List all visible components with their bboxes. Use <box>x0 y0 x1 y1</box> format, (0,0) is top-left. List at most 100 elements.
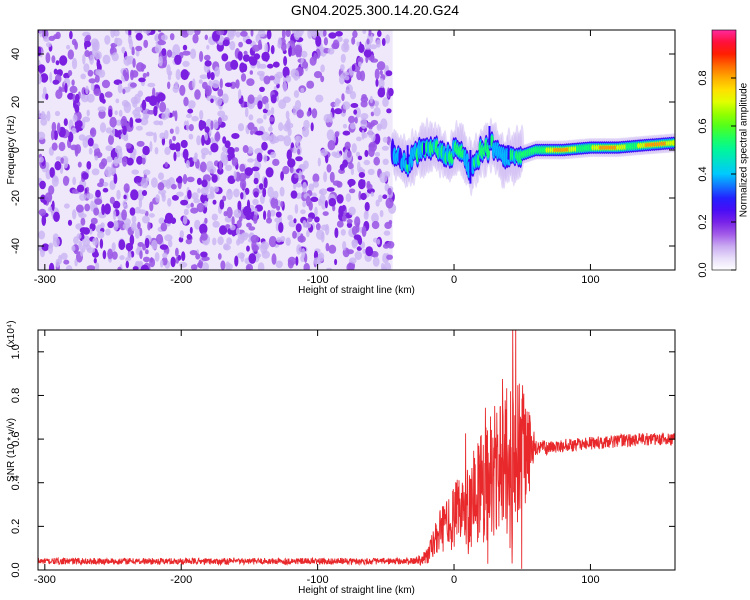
noise-speckle <box>200 232 208 241</box>
noise-speckle <box>265 102 270 110</box>
noise-speckle <box>38 208 47 216</box>
noise-speckle <box>90 128 95 135</box>
noise-speckle <box>82 227 91 235</box>
noise-speckle <box>176 191 184 197</box>
noise-speckle <box>143 39 149 49</box>
noise-speckle <box>53 34 59 40</box>
noise-speckle <box>272 61 280 68</box>
noise-speckle <box>329 171 335 183</box>
noise-speckle <box>146 71 150 77</box>
noise-speckle <box>212 237 217 246</box>
noise-speckle <box>360 117 368 129</box>
noise-speckle <box>358 61 362 67</box>
noise-speckle <box>108 134 114 145</box>
noise-speckle <box>161 34 168 41</box>
noise-speckle <box>92 237 98 246</box>
noise-speckle <box>182 215 188 225</box>
noise-speckle <box>326 187 335 192</box>
noise-speckle <box>154 43 162 54</box>
noise-speckle <box>263 114 267 120</box>
noise-speckle <box>217 88 224 97</box>
noise-speckle <box>48 243 53 255</box>
noise-speckle <box>99 122 107 133</box>
noise-speckle <box>324 200 328 209</box>
noise-speckle <box>253 177 259 185</box>
noise-speckle <box>367 168 375 176</box>
noise-speckle <box>84 187 88 194</box>
noise-speckle <box>386 254 393 260</box>
noise-speckle <box>89 54 94 65</box>
noise-speckle <box>322 30 327 37</box>
noise-speckle <box>279 186 285 197</box>
noise-speckle <box>45 168 51 180</box>
noise-speckle <box>161 192 165 198</box>
noise-speckle <box>101 98 106 104</box>
noise-speckle <box>90 82 95 91</box>
noise-speckle <box>135 45 143 52</box>
noise-speckle <box>170 256 176 268</box>
noise-speckle <box>270 107 275 115</box>
noise-speckle <box>146 110 156 115</box>
noise-speckle <box>294 204 299 214</box>
noise-speckle <box>266 136 273 141</box>
noise-speckle <box>270 94 277 104</box>
noise-speckle <box>260 241 270 250</box>
noise-speckle <box>368 146 375 158</box>
noise-speckle <box>251 166 260 172</box>
noise-speckle <box>78 240 83 250</box>
noise-speckle <box>357 155 363 161</box>
noise-speckle <box>80 248 84 257</box>
noise-speckle <box>375 78 379 87</box>
noise-speckle <box>155 234 164 245</box>
noise-speckle <box>325 242 330 252</box>
noise-speckle <box>282 76 287 83</box>
noise-speckle <box>268 126 273 132</box>
noise-speckle <box>311 192 317 198</box>
noise-speckle <box>159 244 169 250</box>
noise-speckle <box>334 131 340 138</box>
noise-speckle <box>267 209 271 220</box>
noise-speckle <box>369 44 378 50</box>
noise-speckle <box>210 72 215 81</box>
noise-speckle <box>38 156 44 163</box>
noise-speckle <box>272 158 280 166</box>
noise-speckle <box>307 30 313 39</box>
noise-speckle <box>335 31 343 37</box>
noise-speckle <box>114 37 118 45</box>
noise-speckle <box>201 194 207 202</box>
noise-speckle <box>377 87 386 98</box>
noise-speckle <box>346 222 353 229</box>
y-tick-label: 0.8 <box>10 388 22 403</box>
noise-speckle <box>336 220 344 228</box>
noise-speckle <box>210 142 219 153</box>
noise-speckle <box>115 98 120 104</box>
noise-speckle <box>236 227 240 236</box>
noise-speckle <box>196 135 202 146</box>
noise-speckle <box>186 234 192 240</box>
noise-speckle <box>41 215 47 227</box>
noise-speckle <box>219 199 225 210</box>
noise-speckle <box>45 93 49 100</box>
noise-speckle <box>241 232 249 238</box>
noise-speckle <box>138 197 143 209</box>
noise-speckle <box>358 172 366 178</box>
noise-speckle <box>134 228 140 239</box>
noise-speckle <box>182 44 188 51</box>
noise-speckle <box>99 238 104 249</box>
noise-speckle <box>165 178 171 190</box>
noise-speckle <box>302 126 310 138</box>
noise-speckle <box>159 132 166 140</box>
noise-speckle <box>65 265 73 270</box>
noise-speckle <box>381 145 389 151</box>
noise-speckle <box>78 213 87 219</box>
noise-speckle <box>323 171 328 183</box>
noise-speckle <box>225 164 233 171</box>
noise-speckle <box>76 233 82 240</box>
noise-speckle <box>67 70 73 77</box>
noise-speckle <box>149 257 156 268</box>
noise-speckle <box>53 130 58 141</box>
noise-speckle <box>227 30 235 38</box>
noise-speckle <box>197 262 203 268</box>
noise-speckle <box>201 152 206 160</box>
noise-speckle <box>40 73 49 83</box>
